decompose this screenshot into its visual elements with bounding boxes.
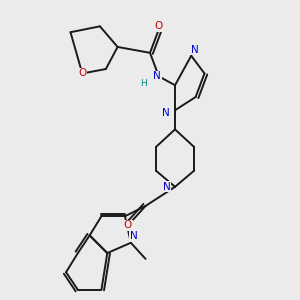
Text: N: N: [191, 45, 199, 55]
Text: N: N: [154, 71, 161, 81]
Text: N: N: [163, 182, 171, 192]
Text: O: O: [78, 68, 86, 78]
Text: O: O: [124, 220, 132, 230]
Text: H: H: [140, 79, 147, 88]
Text: O: O: [155, 21, 163, 31]
Text: N: N: [162, 108, 170, 118]
Text: N: N: [130, 231, 138, 241]
